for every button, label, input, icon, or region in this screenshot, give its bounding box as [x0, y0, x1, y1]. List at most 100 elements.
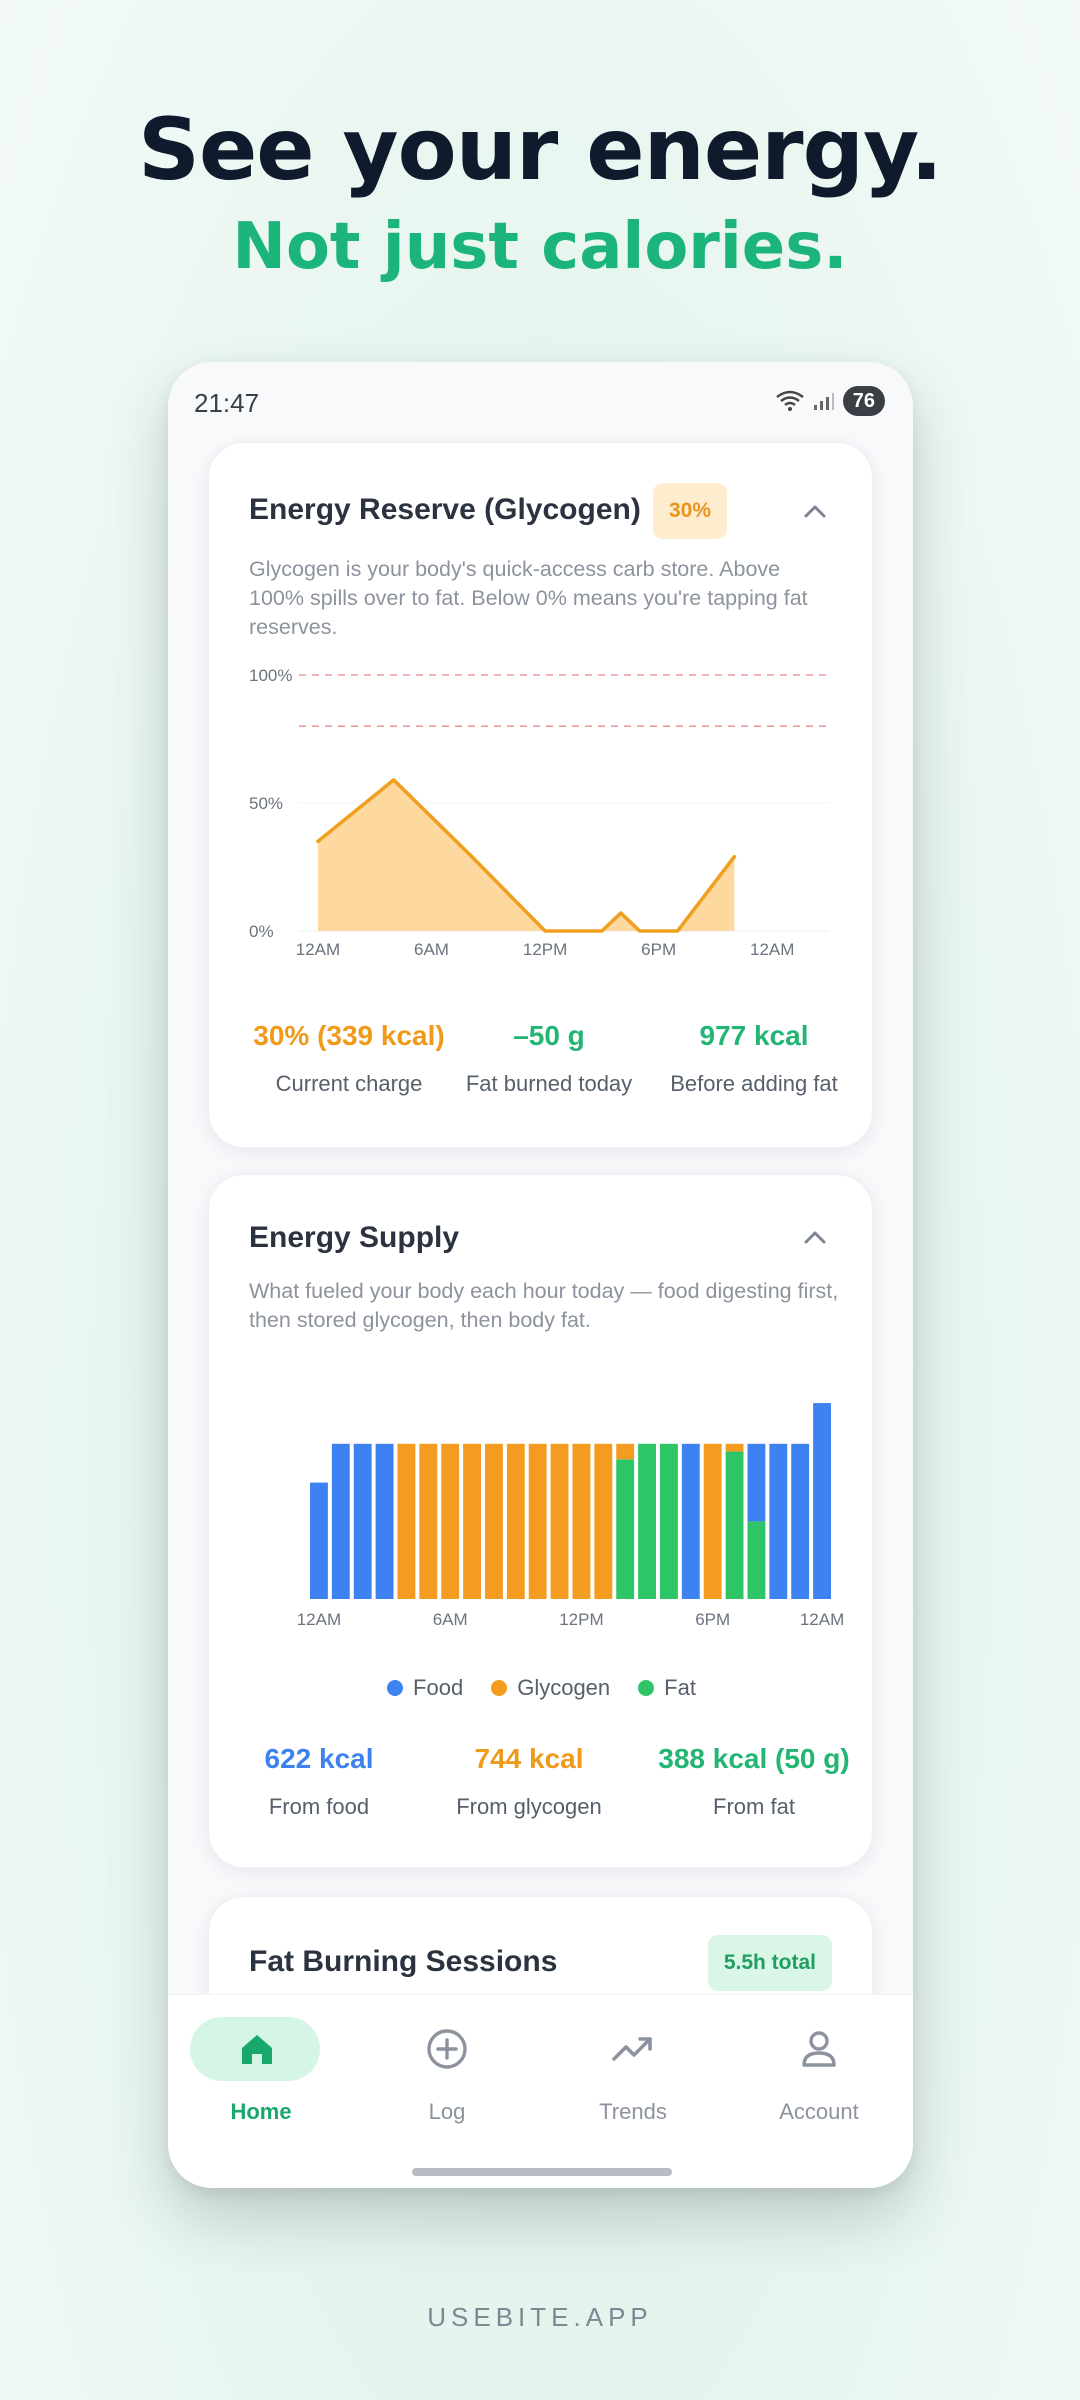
bar-segment-food	[375, 1443, 394, 1599]
bar-segment-food	[681, 1443, 700, 1599]
trending-up-icon	[612, 2037, 652, 2061]
bar-segment-food	[331, 1443, 350, 1599]
stat-from-food: 622 kcal	[264, 1743, 374, 1774]
supply-legend: Food Glycogen Fat	[209, 1675, 874, 1701]
wifi-icon	[776, 390, 804, 411]
stat-current-charge: 30% (339 kcal)	[253, 1020, 445, 1051]
subline: Not just calories.	[232, 210, 848, 284]
nav-label-account: Account	[779, 2099, 859, 2124]
bar-segment-food	[791, 1443, 810, 1599]
bar-segment-glycogen	[485, 1443, 503, 1599]
bar-segment-food	[747, 1443, 766, 1522]
stat-before-fat-label: Before adding fat	[670, 1071, 838, 1096]
stat-from-glycogen-label: From glycogen	[456, 1794, 602, 1819]
supply-description: What fueled your body each hour today — …	[249, 1279, 839, 1332]
bar-segment-glycogen	[463, 1443, 481, 1599]
sessions-badge: 5.5h total	[707, 1935, 832, 1991]
bar-segment-glycogen	[703, 1443, 722, 1599]
stat-from-fat: 388 kcal (50 g)	[658, 1743, 850, 1774]
supply-chart: 12AM 6AM 12PM 6PM 12AM	[297, 1403, 844, 1629]
stat-from-glycogen: 744 kcal	[474, 1743, 584, 1774]
x-tick-label: 6PM	[641, 940, 676, 959]
glycogen-description: Glycogen is your body's quick-access car…	[249, 557, 808, 639]
nav-label-home: Home	[230, 2099, 292, 2124]
bar-segment-glycogen	[528, 1443, 547, 1599]
bar-segment-glycogen	[506, 1443, 525, 1599]
x-tick-label: 12AM	[296, 940, 340, 959]
legend-dot	[387, 1680, 404, 1696]
nav-trends[interactable]: Trends	[540, 1995, 726, 2188]
x-tick-label: 6AM	[414, 940, 449, 959]
bar-segment-glycogen	[419, 1443, 438, 1599]
x-tick-label: 6PM	[695, 1610, 730, 1629]
bar-segment-food	[769, 1443, 788, 1599]
x-tick-label: 12AM	[297, 1610, 341, 1629]
legend-dot	[491, 1680, 508, 1696]
battery-indicator: 76	[842, 386, 885, 416]
stat-before-fat: 977 kcal	[699, 1020, 809, 1051]
legend-item-glycogen: Glycogen	[491, 1675, 610, 1701]
signal-icon	[813, 393, 834, 410]
bar-segment-food	[310, 1482, 328, 1599]
y-tick-label: 100%	[249, 666, 292, 685]
area-fill	[317, 779, 735, 931]
legend-label: Food	[413, 1675, 464, 1700]
sessions-card-title: Fat Burning Sessions	[249, 1945, 558, 1978]
bar-segment-fat	[747, 1521, 766, 1599]
headline: See your energy.	[138, 100, 943, 200]
bar-segment-fat	[725, 1451, 744, 1599]
bar-segment-fat	[616, 1459, 635, 1599]
chevron-up-icon[interactable]	[802, 501, 828, 521]
x-tick-label: 12AM	[800, 1610, 844, 1629]
bar-segment-food	[813, 1403, 831, 1599]
bar-segment-glycogen	[616, 1443, 635, 1460]
legend-label: Glycogen	[517, 1675, 611, 1700]
x-tick-label: 12AM	[750, 940, 794, 959]
nav-home[interactable]: Home	[168, 1995, 354, 2188]
stat-current-charge-label: Current charge	[275, 1071, 423, 1096]
glycogen-card-title: Energy Reserve (Glycogen)	[249, 493, 641, 526]
glycogen-card: Energy Reserve (Glycogen) 30% Glycogen i…	[208, 442, 873, 1148]
y-tick-label: 0%	[249, 922, 274, 941]
legend-item-fat: Fat	[638, 1675, 696, 1701]
footer-url: USEBITE.APP	[427, 2302, 653, 2332]
bar-segment-fat	[660, 1443, 678, 1599]
bar-segment-glycogen	[725, 1443, 744, 1452]
stat-fat-burned: –50 g	[513, 1020, 585, 1051]
plus-circle-icon	[427, 2029, 467, 2069]
stat-from-food-label: From food	[268, 1794, 370, 1819]
bar-segment-glycogen	[441, 1443, 460, 1599]
bar-segment-glycogen	[550, 1443, 569, 1599]
nav-account[interactable]: Account	[726, 1995, 912, 2188]
x-tick-label: 12PM	[559, 1610, 603, 1629]
bottom-nav: Home Log Trends Account	[168, 1994, 913, 2188]
glycogen-chart: 0% 50% 100% 12AM 6AM 12PM 6PM 12AM	[249, 666, 829, 959]
home-icon	[242, 2035, 272, 2064]
chevron-up-icon[interactable]	[802, 1227, 828, 1247]
status-icons: 76	[775, 384, 885, 418]
supply-card-title: Energy Supply	[249, 1221, 460, 1254]
legend-dot	[638, 1680, 655, 1696]
y-tick-label: 50%	[249, 794, 283, 813]
bar-segment-fat	[638, 1443, 656, 1599]
person-icon	[802, 2031, 836, 2067]
bar-segment-glycogen	[397, 1443, 416, 1599]
phone-frame: 21:47 76 Energy Reserve (Glycogen) 30% G…	[168, 362, 913, 2188]
x-tick-label: 6AM	[433, 1610, 468, 1629]
series-line	[316, 778, 737, 933]
stat-from-fat-label: From fat	[713, 1794, 795, 1819]
bar-segment-glycogen	[594, 1443, 613, 1599]
legend-item-food: Food	[387, 1675, 463, 1701]
nav-log[interactable]: Log	[354, 1995, 540, 2188]
glycogen-badge: 30%	[653, 483, 728, 539]
stat-fat-burned-label: Fat burned today	[465, 1071, 633, 1096]
bar-segment-glycogen	[572, 1443, 591, 1599]
supply-card: Energy Supply What fueled your body each…	[208, 1174, 873, 1868]
x-tick-label: 12PM	[523, 940, 567, 959]
legend-label: Fat	[664, 1675, 696, 1700]
bar-segment-food	[353, 1443, 372, 1599]
status-bar: 21:47 76	[168, 362, 913, 442]
nav-label-trends: Trends	[599, 2099, 667, 2124]
status-time: 21:47	[194, 388, 260, 418]
home-indicator[interactable]	[412, 2168, 672, 2176]
